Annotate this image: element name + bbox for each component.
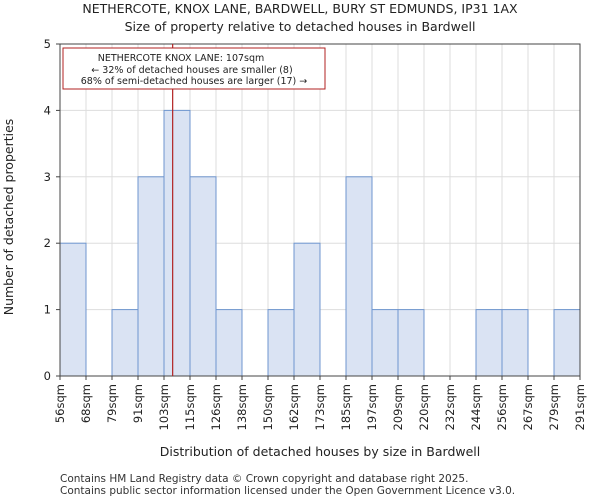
y-tick-label: 4 <box>44 103 51 117</box>
y-tick-label: 0 <box>44 369 51 383</box>
x-tick-label: 279sqm <box>547 384 561 430</box>
annotation-box: NETHERCOTE KNOX LANE: 107sqm ← 32% of de… <box>62 47 326 90</box>
y-tick-label: 2 <box>44 236 51 250</box>
bars <box>59 109 581 377</box>
x-tick-label: 256sqm <box>495 384 509 430</box>
bar-79sqm <box>111 309 139 377</box>
x-tick-label: 115sqm <box>183 384 197 430</box>
bar-244sqm <box>475 309 503 377</box>
bar-56sqm <box>59 242 87 377</box>
annotation-line-2: ← 32% of detached houses are smaller (8) <box>91 65 292 76</box>
x-tick-label: 91sqm <box>131 384 145 423</box>
x-tick-label: 209sqm <box>391 384 405 430</box>
footer-line-1: Contains HM Land Registry data © Crown c… <box>60 473 468 485</box>
x-tick-label: 291sqm <box>573 384 587 430</box>
y-tick-label: 1 <box>44 303 51 317</box>
y-tick-label: 5 <box>44 37 51 51</box>
bar-115sqm <box>189 176 217 377</box>
x-tick-label: 220sqm <box>417 384 431 430</box>
x-tick-label: 232sqm <box>443 384 457 430</box>
x-tick-label: 79sqm <box>105 384 119 423</box>
bar-185sqm <box>345 176 373 377</box>
x-tick-label: 267sqm <box>521 384 535 430</box>
bar-126sqm <box>215 309 243 377</box>
annotation-frame <box>62 47 326 90</box>
x-tick-label: 244sqm <box>469 384 483 430</box>
bar-162sqm <box>293 242 321 377</box>
bar-256sqm <box>501 309 529 377</box>
x-tick-label: 173sqm <box>313 384 327 430</box>
x-axis-ticks: 56sqm 68sqm 79sqm 91sqm 103sqm 115sqm 126sqm 13… <box>53 376 587 430</box>
x-tick-label: 103sqm <box>157 384 171 430</box>
y-axis-label: Number of detached properties <box>1 119 16 316</box>
y-tick-label: 3 <box>44 170 51 184</box>
x-tick-label: 150sqm <box>261 384 275 430</box>
bar-279sqm <box>553 309 581 377</box>
bar-197sqm <box>371 309 399 377</box>
x-tick-label: 68sqm <box>79 384 93 423</box>
bar-91sqm <box>137 176 165 377</box>
chart-title: NETHERCOTE, KNOX LANE, BARDWELL, BURY ST… <box>82 1 518 16</box>
annotation-line-1: NETHERCOTE KNOX LANE: 107sqm <box>98 53 265 64</box>
x-tick-label: 56sqm <box>53 384 67 423</box>
bar-103sqm <box>163 109 191 377</box>
x-tick-label: 126sqm <box>209 384 223 430</box>
bar-209sqm <box>397 309 425 377</box>
footer-line-2: Contains public sector information licen… <box>60 485 515 497</box>
x-tick-label: 197sqm <box>365 384 379 430</box>
x-tick-label: 138sqm <box>235 384 249 430</box>
y-axis-ticks: 0 1 2 3 4 5 <box>44 37 60 383</box>
x-axis-label: Distribution of detached houses by size … <box>160 444 481 459</box>
x-tick-label: 185sqm <box>339 384 353 430</box>
x-tick-label: 162sqm <box>287 384 301 430</box>
bar-150sqm <box>267 309 295 377</box>
chart-subtitle: Size of property relative to detached ho… <box>125 19 476 34</box>
annotation-line-3: 68% of semi-detached houses are larger (… <box>81 76 308 87</box>
